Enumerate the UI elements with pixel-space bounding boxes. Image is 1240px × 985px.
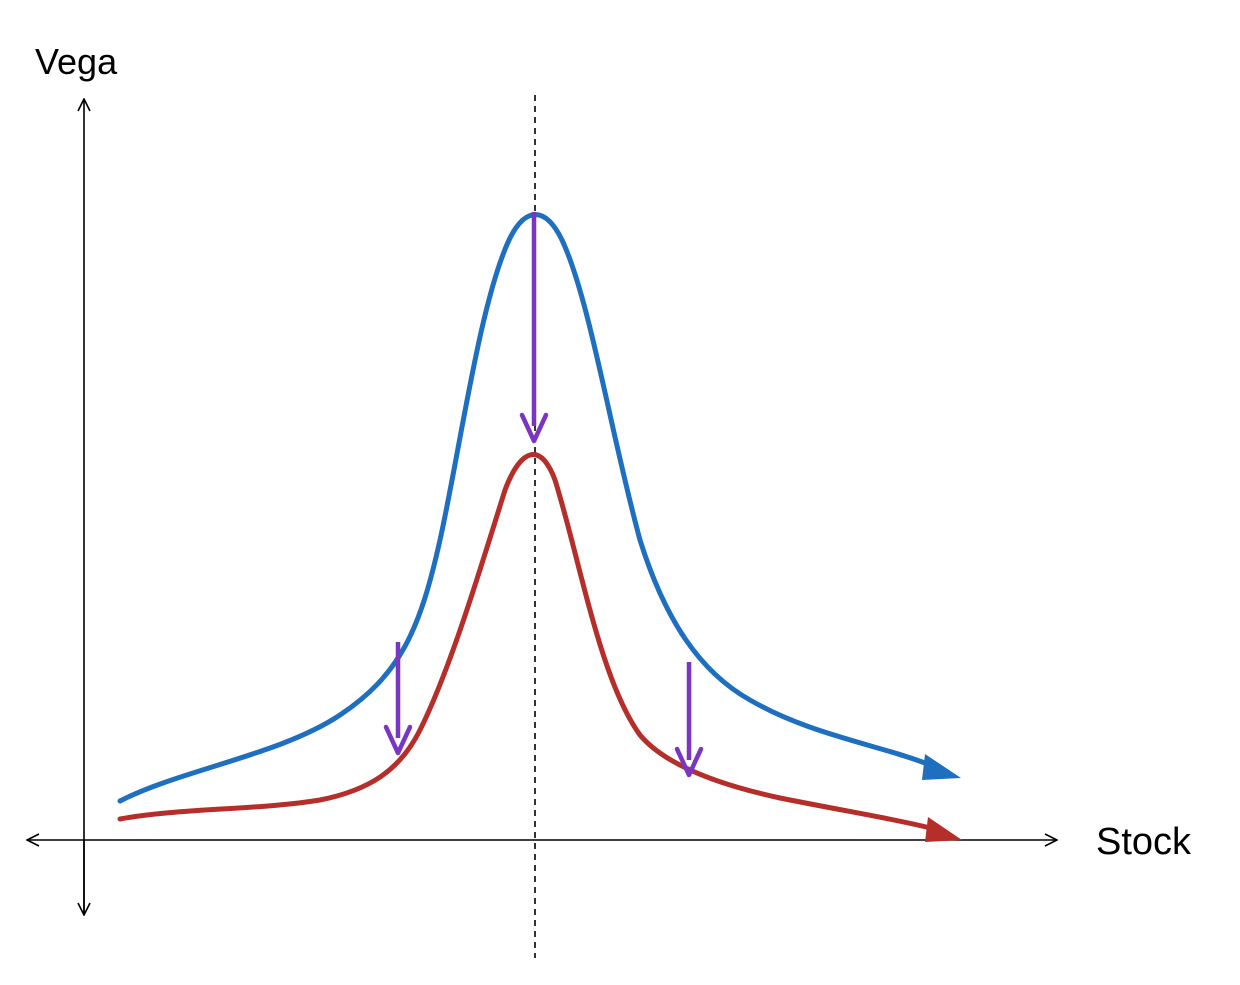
lower-curve-arrowhead — [925, 817, 962, 842]
upper-vega-curve — [117, 212, 933, 804]
shift-arrow-center — [519, 212, 549, 444]
shift-arrow-left — [383, 642, 413, 756]
x-axis-label: Stock — [1096, 821, 1192, 863]
y-axis-label: Vega — [35, 41, 118, 82]
lower-vega-curve — [117, 452, 933, 831]
upper-curve-arrowhead — [922, 754, 961, 780]
shift-arrow-right — [674, 662, 704, 778]
